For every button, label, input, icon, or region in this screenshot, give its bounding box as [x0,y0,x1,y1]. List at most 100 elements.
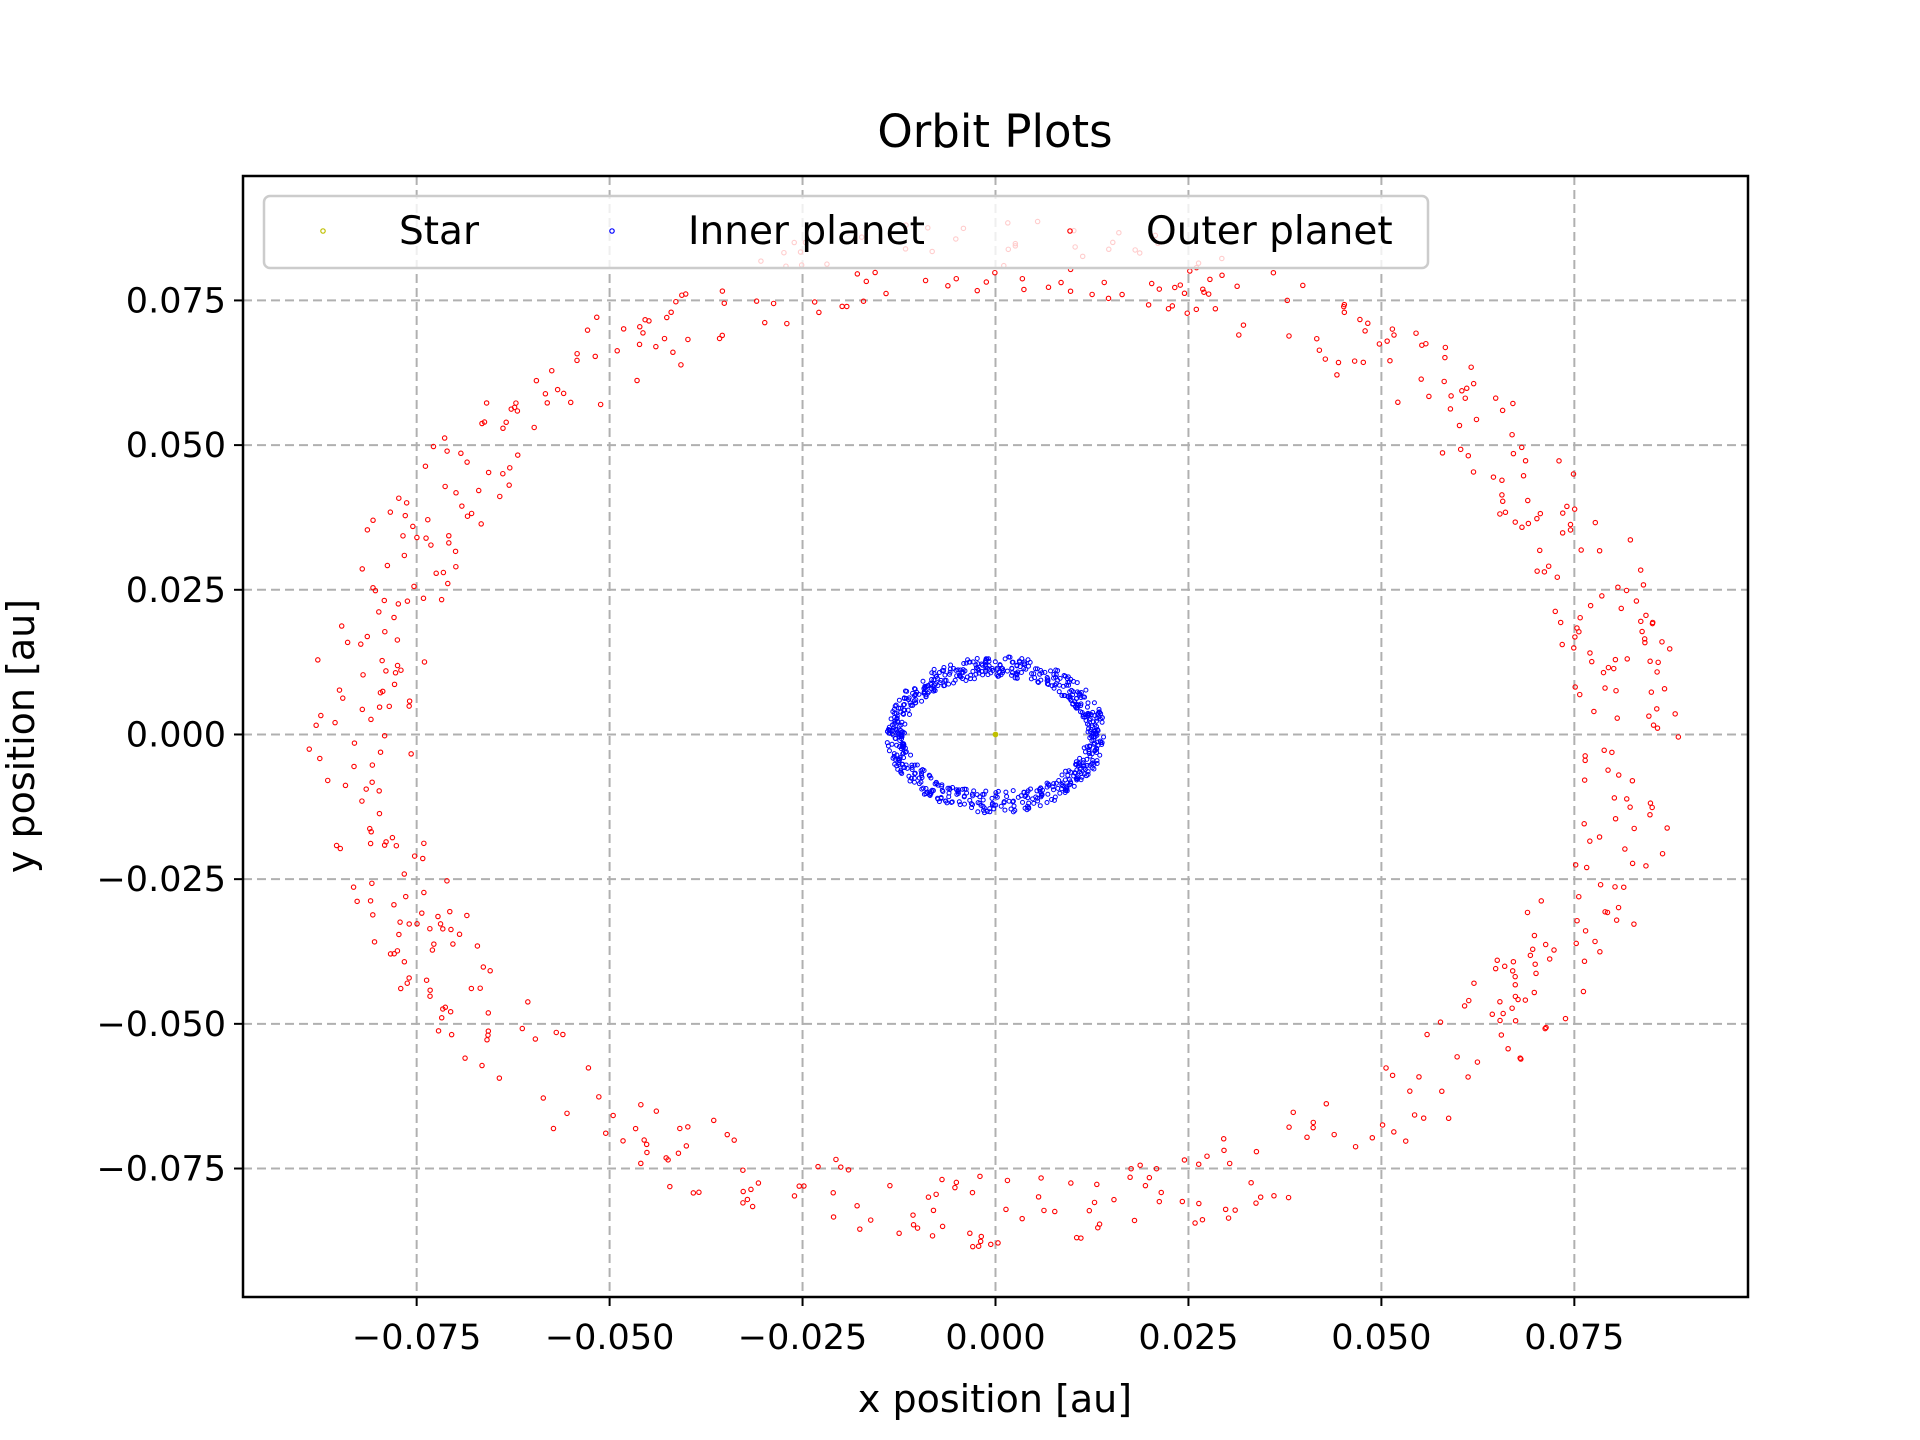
data-point [554,386,561,393]
data-point [453,563,459,570]
data-point [930,1207,937,1214]
data-point [1567,521,1574,528]
data-point [935,683,941,689]
data-point [663,1155,669,1161]
data-point [1602,909,1608,915]
data-point [1615,904,1622,911]
data-point [1222,1206,1229,1213]
legend-marker-inner [609,228,615,234]
data-point [1574,625,1580,631]
data-point [427,987,433,993]
y-tick-label: 0.050 [126,426,226,466]
data-point [1068,697,1074,703]
data-point [989,795,995,801]
data-point [1497,1017,1503,1024]
data-point [382,628,388,635]
data-point [1014,675,1020,681]
data-point [1424,1031,1430,1038]
data-point [959,669,965,675]
data-point [1201,289,1207,295]
data-point [464,459,470,465]
data-point [1489,1011,1496,1018]
data-point [444,448,450,454]
data-point [1010,799,1016,805]
data-point [1031,800,1037,806]
data-point [1137,1162,1143,1168]
data-point [1499,407,1506,414]
data-point [919,772,924,778]
data-point [1068,780,1074,786]
data-point [1131,1217,1138,1224]
data-point [900,750,906,756]
data-point [1064,786,1070,792]
data-point [907,700,913,706]
data-point [923,684,929,690]
data-point [381,842,388,848]
data-point [1052,682,1058,688]
data-point [344,639,351,646]
data-point [340,695,346,701]
data-point [391,614,397,621]
data-point [1546,956,1553,962]
data-point [895,718,901,724]
data-point [1091,737,1097,743]
data-point [1079,709,1085,715]
data-point [1510,450,1517,457]
data-point [1551,947,1557,953]
data-point [1570,471,1577,477]
data-point [673,298,679,305]
data-point [367,898,374,904]
data-point [1395,399,1401,406]
data-point [903,695,909,701]
data-point [844,303,850,310]
data-point [931,688,937,694]
data-point [1643,612,1649,619]
data-point [943,798,949,804]
data-point [313,722,319,729]
data-point [1613,687,1619,694]
data-point [1531,989,1538,996]
data-point [1509,1005,1515,1011]
data-point [1623,587,1630,594]
data-point [1010,788,1016,794]
data-point [1072,704,1078,710]
data-point [485,1028,492,1034]
data-point [1605,664,1612,671]
data-point [438,1015,445,1021]
data-point [411,853,418,859]
data-point [1624,656,1630,662]
data-point [1631,921,1637,927]
data-point [1219,272,1225,279]
data-point [532,1036,539,1042]
data-point [1572,862,1579,868]
data-point [1091,1199,1098,1206]
data-point [1545,563,1552,569]
data-point [1532,961,1538,967]
data-point [912,700,918,706]
data-point [668,309,674,315]
data-point [900,765,906,771]
data-point [1184,310,1190,316]
data-point [446,540,452,546]
data-point [1418,376,1424,382]
data-point [1654,706,1660,712]
data-point [1654,725,1661,731]
data-point [386,703,393,710]
data-point [503,419,509,426]
data-point [401,552,408,559]
data-point [719,332,726,339]
data-point [947,669,953,675]
data-point [753,298,760,304]
data-point [1051,685,1057,691]
data-point [892,703,898,709]
data-point [897,755,903,761]
data-point [1127,1174,1133,1181]
data-point [514,452,521,458]
data-point [1070,678,1076,684]
data-point [444,878,450,884]
data-point [641,1137,647,1143]
data-point [396,931,402,938]
data-point [845,1167,852,1173]
data-point [1051,787,1057,793]
data-point [1019,1215,1025,1222]
